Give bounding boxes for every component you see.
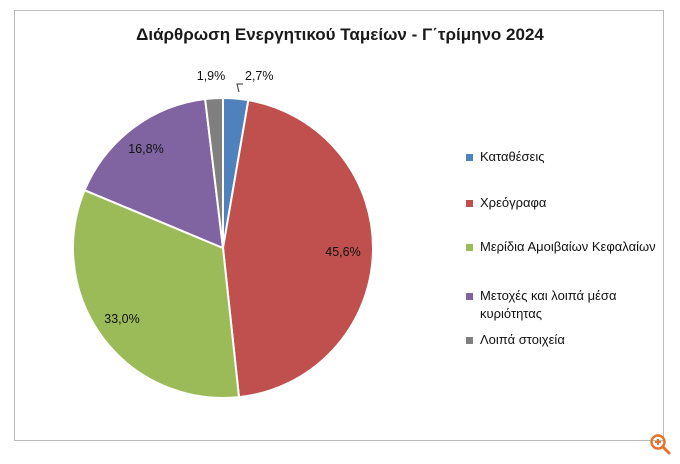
- legend-label: Μετοχές και λοιπά μέσα κυριότητας: [480, 288, 617, 321]
- slice-data-label: 1,9%: [197, 69, 226, 83]
- legend-label: Καταθέσεις: [480, 149, 545, 164]
- legend-label: Λοιπά στοιχεία: [480, 332, 565, 347]
- legend-label: Χρεόγραφα: [480, 195, 547, 210]
- legend-item: Χρεόγραφα: [466, 194, 670, 212]
- legend-item: Μετοχές και λοιπά μέσα κυριότητας: [466, 287, 670, 323]
- slice-data-label: 2,7%: [245, 69, 274, 83]
- pie-slice: [83, 97, 225, 250]
- legend-swatch: [466, 293, 473, 300]
- pie-slice: [204, 96, 224, 249]
- chart-title: Διάρθρωση Ενεργητικού Ταμείων - Γ΄τρίμην…: [136, 25, 544, 44]
- legend-swatch: [466, 337, 473, 344]
- legend-item: Λοιπά στοιχεία: [466, 331, 670, 349]
- legend-item: Καταθέσεις: [466, 148, 670, 166]
- zoom-in-icon[interactable]: [648, 432, 672, 456]
- slice-data-label: 16,8%: [128, 142, 163, 156]
- legend-swatch: [466, 200, 473, 207]
- legend-item: Μερίδια Αμοιβαίων Κεφαλαίων: [466, 238, 670, 256]
- pie-slice: [72, 188, 241, 399]
- legend-swatch: [466, 244, 473, 251]
- label-leader-line: [236, 83, 243, 93]
- pie-slice: [221, 98, 375, 399]
- legend-label: Μερίδια Αμοιβαίων Κεφαλαίων: [480, 239, 656, 254]
- slice-data-label: 45,6%: [325, 245, 360, 259]
- legend-swatch: [466, 154, 473, 161]
- slice-data-label: 33,0%: [104, 312, 139, 326]
